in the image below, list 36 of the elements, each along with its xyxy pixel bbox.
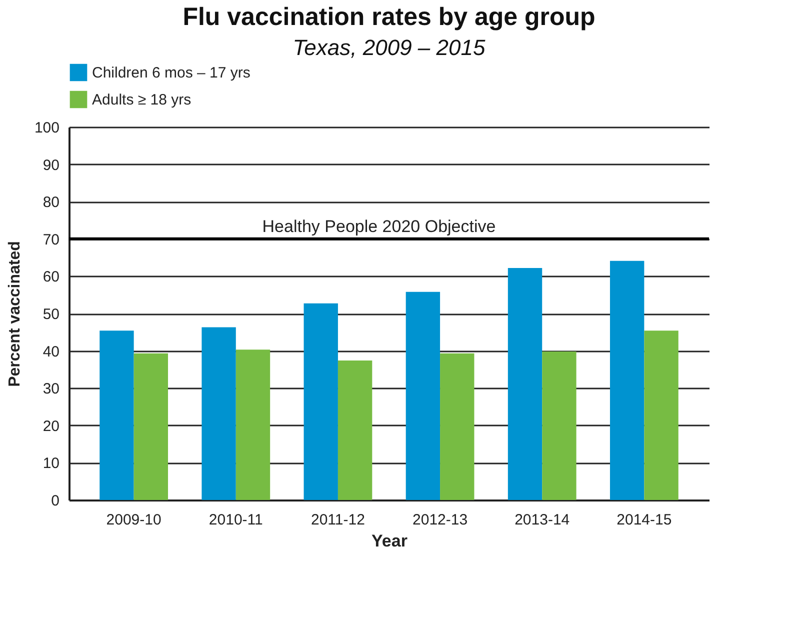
bar (304, 303, 338, 500)
legend-label: Adults ≥ 18 yrs (92, 92, 192, 108)
y-tick-label: 80 (42, 194, 60, 212)
x-tick-label: 2014-15 (616, 512, 672, 528)
y-tick-label: 10 (42, 455, 60, 472)
bar (610, 260, 644, 500)
bar (134, 353, 168, 500)
bar (338, 360, 372, 500)
y-tick-label: 20 (42, 418, 60, 435)
bar (202, 327, 236, 500)
y-tick-label: 100 (34, 120, 60, 136)
bar (508, 268, 542, 500)
bar (440, 353, 474, 500)
bar (236, 350, 270, 500)
chart-title: Flu vaccination rates by age group (182, 3, 596, 31)
x-tick-label: 2010-11 (208, 512, 263, 528)
bar (100, 330, 134, 500)
y-tick-label: 70 (42, 231, 60, 248)
bar (542, 352, 576, 500)
x-tick-label: 2012-13 (412, 512, 468, 528)
y-tick-label: 60 (42, 268, 60, 286)
bar (406, 292, 440, 500)
ref-line-label: Healthy People 2020 Objective (262, 216, 496, 236)
x-axis-title: Year (372, 532, 408, 550)
chart-subtitle: Texas, 2009 – 2015 (292, 35, 486, 60)
y-tick-label: 90 (42, 156, 60, 174)
y-tick-label: 30 (42, 380, 60, 398)
bar (644, 330, 678, 500)
y-tick-label: 50 (42, 306, 60, 323)
x-tick-label: 2013-14 (514, 512, 570, 528)
x-tick-label: 2011-12 (310, 512, 365, 528)
y-tick-label: 40 (42, 343, 60, 360)
legend-label: Children 6 mos – 17 yrs (92, 64, 250, 82)
y-axis-title: Percent vaccinated (6, 241, 24, 387)
x-tick-label: 2009-10 (106, 512, 162, 528)
y-tick-label: 0 (51, 492, 60, 510)
